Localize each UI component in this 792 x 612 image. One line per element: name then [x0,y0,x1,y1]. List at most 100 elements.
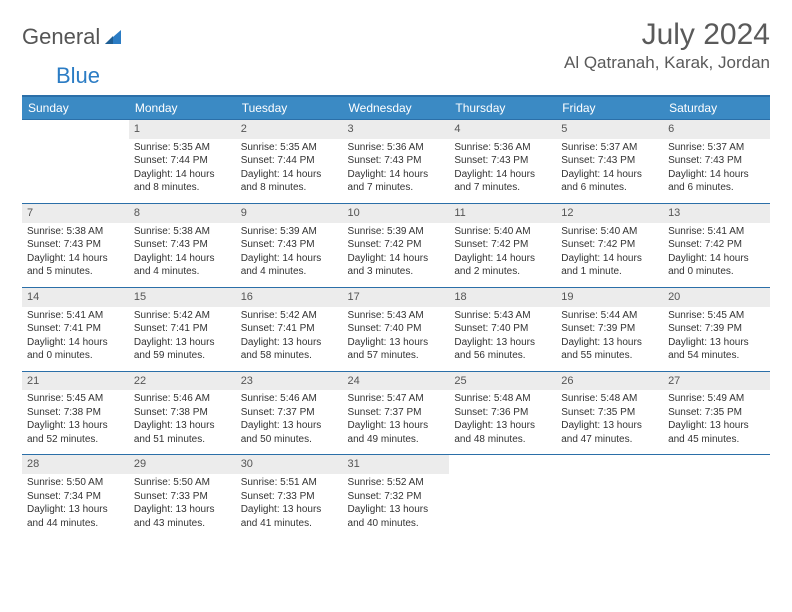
empty-day [556,454,663,471]
sunset-text: Sunset: 7:43 PM [561,154,658,168]
title-block: July 2024 Al Qatranah, Karak, Jordan [564,18,770,73]
day-body: Sunrise: 5:42 AMSunset: 7:41 PMDaylight:… [236,307,343,371]
sunrise-text: Sunrise: 5:38 AM [27,225,124,239]
day-cell-number: 6 [663,119,770,139]
sunset-text: Sunset: 7:39 PM [668,322,765,336]
sunset-text: Sunset: 7:44 PM [134,154,231,168]
sunset-text: Sunset: 7:37 PM [348,406,445,420]
day-body: Sunrise: 5:35 AMSunset: 7:44 PMDaylight:… [129,139,236,203]
daylight-text: Daylight: 13 hours and 45 minutes. [668,419,765,446]
day-cell-body: Sunrise: 5:35 AMSunset: 7:44 PMDaylight:… [129,139,236,203]
week-body-row: Sunrise: 5:35 AMSunset: 7:44 PMDaylight:… [22,139,770,203]
day-body: Sunrise: 5:39 AMSunset: 7:43 PMDaylight:… [236,223,343,287]
day-cell-body: Sunrise: 5:43 AMSunset: 7:40 PMDaylight:… [343,307,450,371]
day-number: 9 [236,203,343,223]
day-cell-number [663,454,770,474]
day-number: 10 [343,203,450,223]
daylight-text: Daylight: 14 hours and 2 minutes. [454,252,551,279]
daylight-text: Daylight: 13 hours and 44 minutes. [27,503,124,530]
sunset-text: Sunset: 7:39 PM [561,322,658,336]
day-cell-body: Sunrise: 5:36 AMSunset: 7:43 PMDaylight:… [343,139,450,203]
day-cell-number [22,119,129,139]
sunrise-text: Sunrise: 5:45 AM [668,309,765,323]
day-body: Sunrise: 5:41 AMSunset: 7:41 PMDaylight:… [22,307,129,371]
daylight-text: Daylight: 13 hours and 48 minutes. [454,419,551,446]
day-body: Sunrise: 5:38 AMSunset: 7:43 PMDaylight:… [129,223,236,287]
day-cell-body: Sunrise: 5:47 AMSunset: 7:37 PMDaylight:… [343,390,450,454]
daylight-text: Daylight: 13 hours and 51 minutes. [134,419,231,446]
day-cell-number: 5 [556,119,663,139]
day-cell-number: 8 [129,203,236,223]
day-number: 14 [22,287,129,307]
sunset-text: Sunset: 7:41 PM [134,322,231,336]
sunrise-text: Sunrise: 5:50 AM [27,476,124,490]
day-number: 31 [343,454,450,474]
day-number: 8 [129,203,236,223]
day-number: 19 [556,287,663,307]
day-body: Sunrise: 5:49 AMSunset: 7:35 PMDaylight:… [663,390,770,454]
daylight-text: Daylight: 13 hours and 57 minutes. [348,336,445,363]
day-body: Sunrise: 5:46 AMSunset: 7:38 PMDaylight:… [129,390,236,454]
day-cell-number: 3 [343,119,450,139]
daylight-text: Daylight: 13 hours and 59 minutes. [134,336,231,363]
day-body: Sunrise: 5:44 AMSunset: 7:39 PMDaylight:… [556,307,663,371]
day-cell-number: 14 [22,287,129,307]
logo-sail-icon [103,28,123,46]
day-number: 23 [236,371,343,391]
daylight-text: Daylight: 14 hours and 1 minute. [561,252,658,279]
sunrise-text: Sunrise: 5:37 AM [668,141,765,155]
daylight-text: Daylight: 14 hours and 7 minutes. [454,168,551,195]
sunset-text: Sunset: 7:43 PM [134,238,231,252]
daylight-text: Daylight: 13 hours and 55 minutes. [561,336,658,363]
day-cell-body: Sunrise: 5:37 AMSunset: 7:43 PMDaylight:… [556,139,663,203]
logo-text-blue: Blue [22,63,100,89]
sunset-text: Sunset: 7:42 PM [561,238,658,252]
day-number: 3 [343,119,450,139]
calendar-table: Sunday Monday Tuesday Wednesday Thursday… [22,97,770,538]
sunset-text: Sunset: 7:43 PM [27,238,124,252]
day-body: Sunrise: 5:45 AMSunset: 7:39 PMDaylight:… [663,307,770,371]
week-body-row: Sunrise: 5:45 AMSunset: 7:38 PMDaylight:… [22,390,770,454]
day-body: Sunrise: 5:52 AMSunset: 7:32 PMDaylight:… [343,474,450,538]
day-number: 17 [343,287,450,307]
sunset-text: Sunset: 7:41 PM [27,322,124,336]
day-number: 5 [556,119,663,139]
day-number: 21 [22,371,129,391]
week-daynum-row: 78910111213 [22,203,770,223]
daylight-text: Daylight: 13 hours and 41 minutes. [241,503,338,530]
day-cell-number: 9 [236,203,343,223]
day-cell-number: 15 [129,287,236,307]
sunset-text: Sunset: 7:42 PM [668,238,765,252]
day-number: 20 [663,287,770,307]
day-body: Sunrise: 5:41 AMSunset: 7:42 PMDaylight:… [663,223,770,287]
month-title: July 2024 [564,18,770,51]
day-cell-number: 16 [236,287,343,307]
day-cell-body: Sunrise: 5:45 AMSunset: 7:39 PMDaylight:… [663,307,770,371]
day-body: Sunrise: 5:48 AMSunset: 7:36 PMDaylight:… [449,390,556,454]
day-cell-number: 20 [663,287,770,307]
day-cell-body: Sunrise: 5:39 AMSunset: 7:43 PMDaylight:… [236,223,343,287]
day-cell-body [22,139,129,203]
day-body: Sunrise: 5:50 AMSunset: 7:33 PMDaylight:… [129,474,236,538]
day-number: 18 [449,287,556,307]
sunset-text: Sunset: 7:38 PM [27,406,124,420]
sunrise-text: Sunrise: 5:39 AM [241,225,338,239]
day-cell-number: 28 [22,454,129,474]
daylight-text: Daylight: 13 hours and 56 minutes. [454,336,551,363]
sunrise-text: Sunrise: 5:49 AM [668,392,765,406]
daylight-text: Daylight: 14 hours and 6 minutes. [668,168,765,195]
day-cell-number: 27 [663,371,770,391]
day-cell-number: 2 [236,119,343,139]
day-cell-number: 7 [22,203,129,223]
day-cell-number [556,454,663,474]
sunset-text: Sunset: 7:36 PM [454,406,551,420]
day-cell-body: Sunrise: 5:41 AMSunset: 7:42 PMDaylight:… [663,223,770,287]
day-cell-number: 1 [129,119,236,139]
day-header: Wednesday [343,97,450,119]
sunrise-text: Sunrise: 5:36 AM [454,141,551,155]
day-cell-number: 10 [343,203,450,223]
day-cell-number: 31 [343,454,450,474]
day-cell-number: 11 [449,203,556,223]
day-body: Sunrise: 5:36 AMSunset: 7:43 PMDaylight:… [449,139,556,203]
day-cell-body: Sunrise: 5:38 AMSunset: 7:43 PMDaylight:… [22,223,129,287]
